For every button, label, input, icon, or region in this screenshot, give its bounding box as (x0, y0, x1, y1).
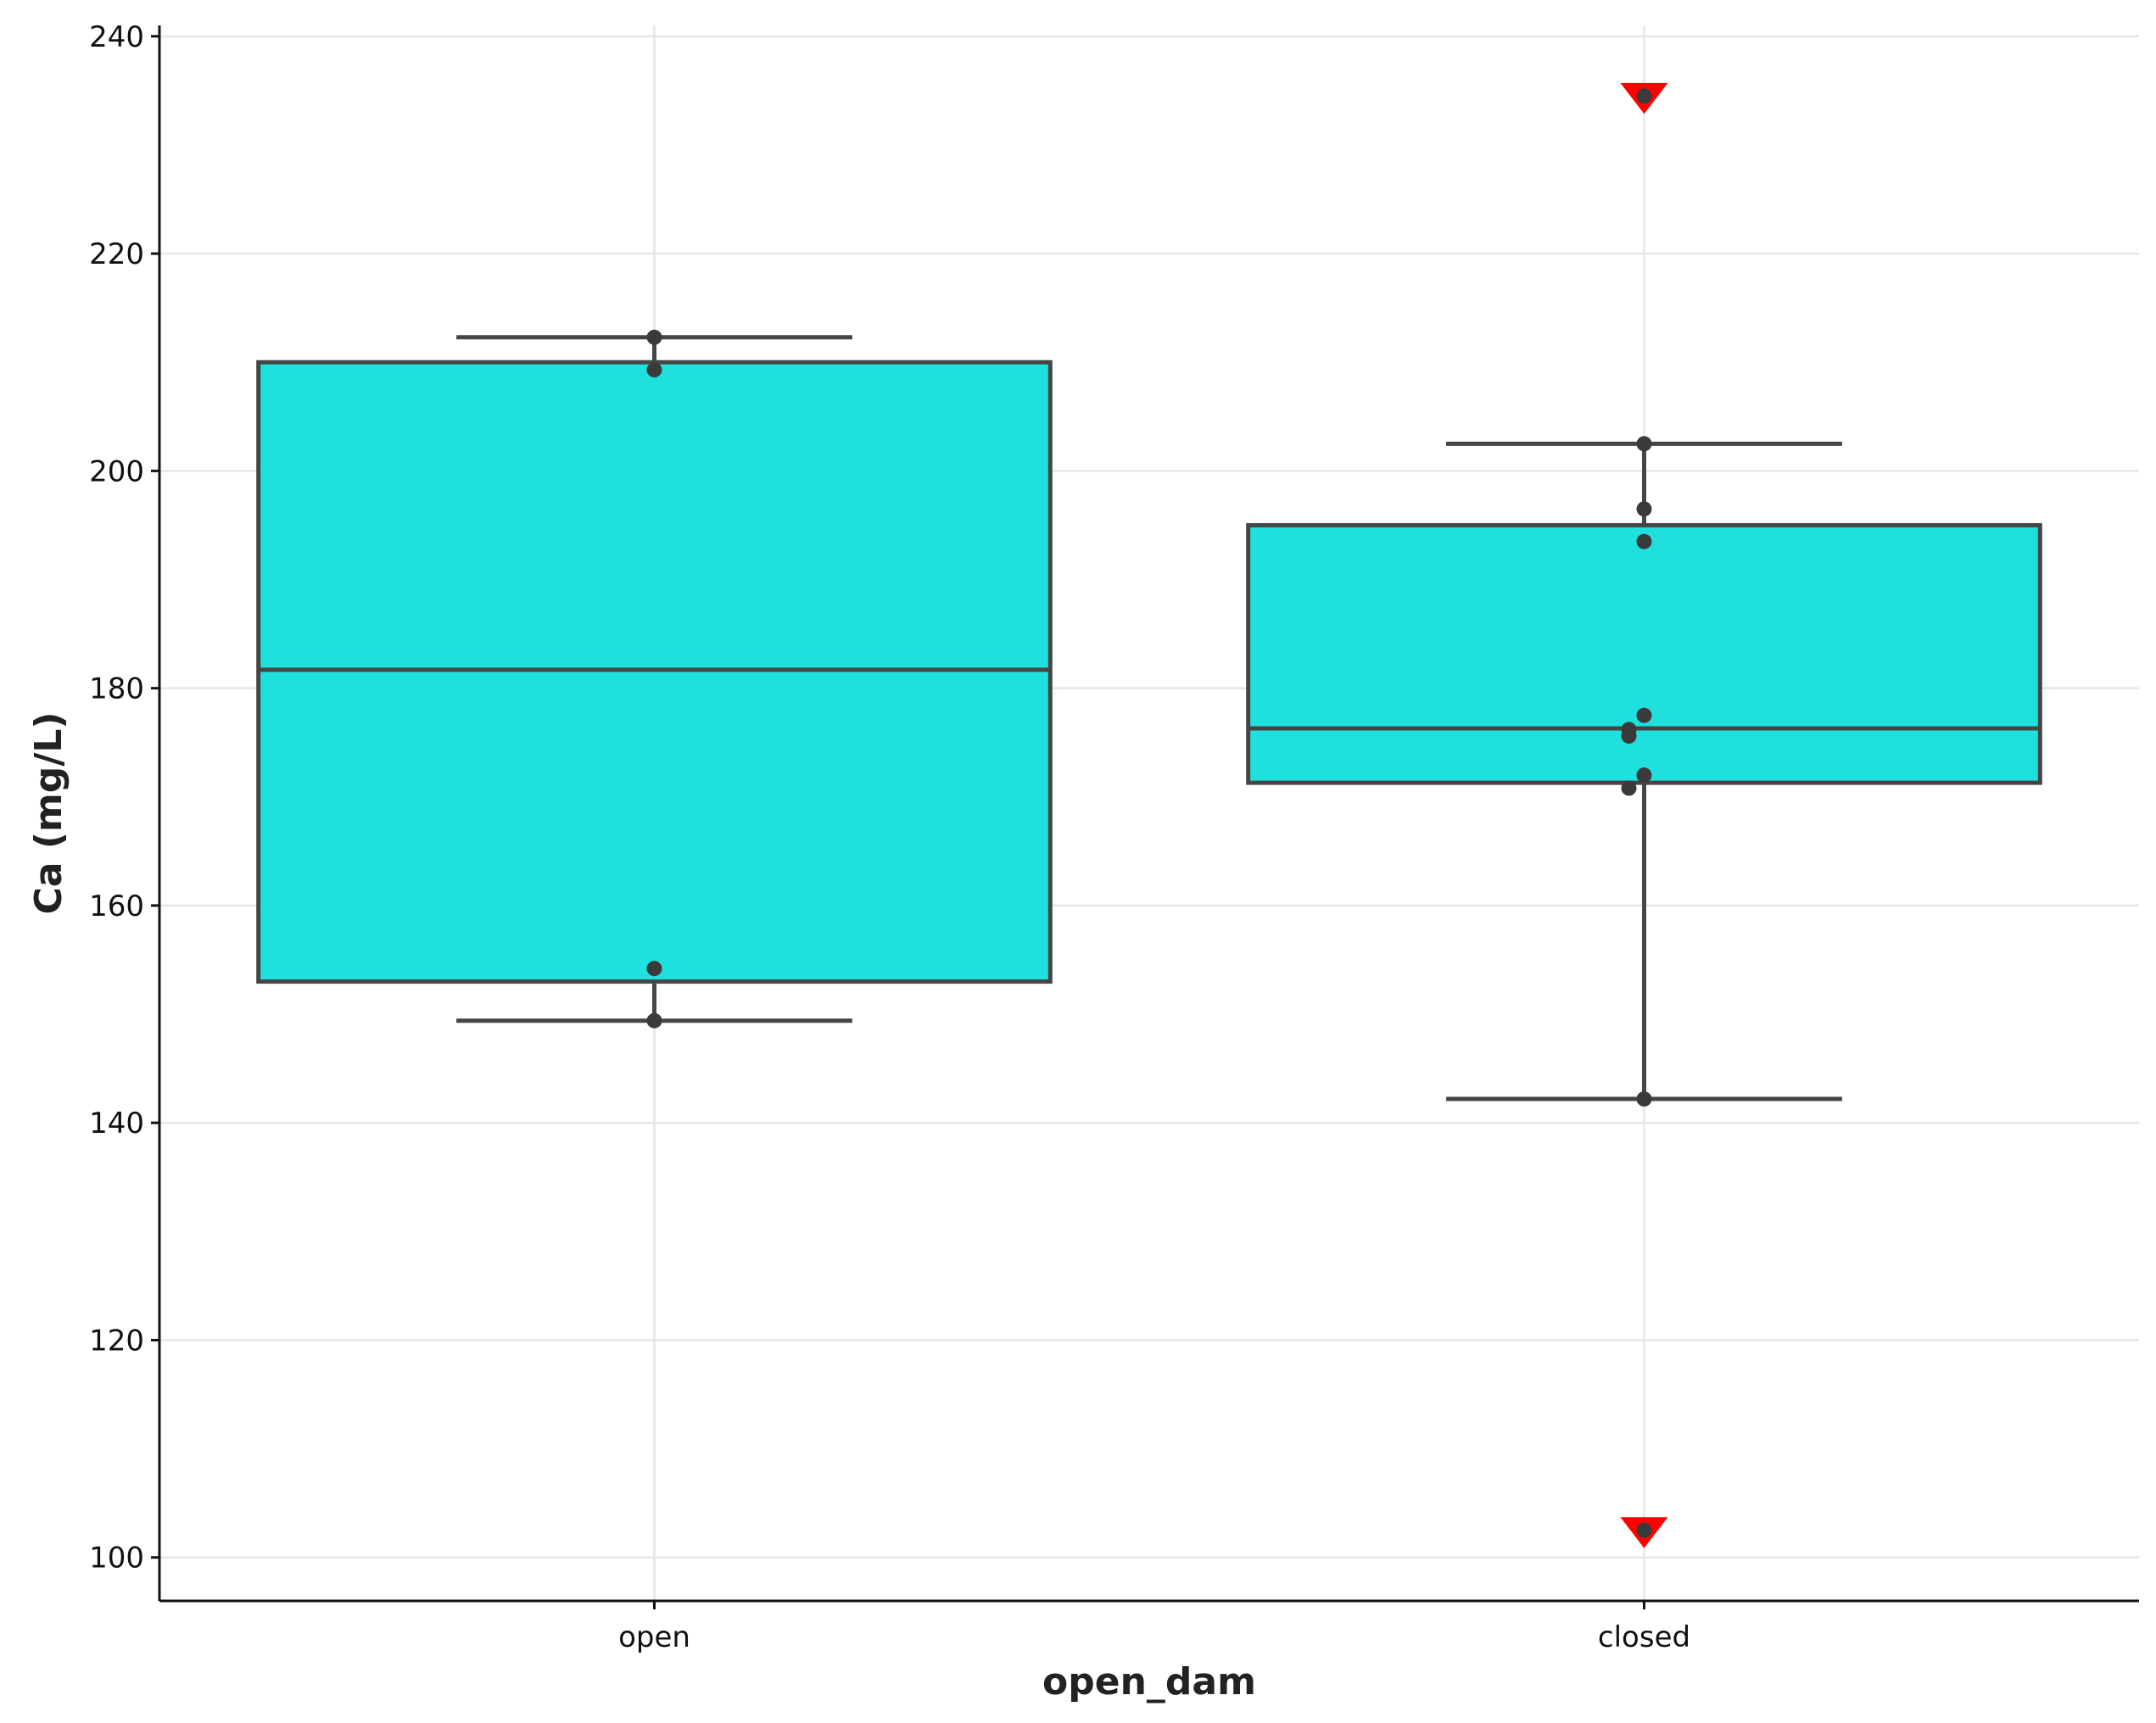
data-point (1621, 728, 1637, 744)
point-layer (646, 82, 1668, 1548)
y-tick-label: 140 (89, 1107, 144, 1140)
outlier-point (1636, 1522, 1652, 1538)
data-point (646, 362, 662, 378)
data-point (1636, 767, 1652, 783)
x-tick-label: closed (1598, 1620, 1690, 1654)
tick-layer: 100 120 140 160 180 200 220 240 open closed (89, 20, 1690, 1654)
data-point (646, 329, 662, 345)
data-point (1636, 436, 1652, 452)
y-tick-label: 220 (89, 237, 144, 271)
data-point (1621, 780, 1637, 796)
box-open (256, 360, 1053, 984)
box-layer (256, 335, 2042, 1101)
data-point (646, 1012, 662, 1029)
y-tick-label: 200 (89, 454, 144, 488)
x-tick-label: open (618, 1620, 690, 1654)
axis-layer (158, 25, 2139, 1603)
y-tick-label: 120 (89, 1324, 144, 1358)
y-axis-title: Ca (mg/L) (27, 712, 70, 915)
y-tick-label: 160 (89, 889, 144, 923)
x-axis-title: open_dam (1042, 1660, 1256, 1703)
data-point (1636, 501, 1652, 517)
data-point (1636, 1091, 1652, 1107)
y-tick-label: 240 (89, 20, 144, 54)
data-point (1636, 707, 1652, 723)
box-closed (1246, 522, 2042, 785)
y-tick-label: 100 (89, 1542, 144, 1575)
data-point (646, 961, 662, 977)
y-tick-label: 180 (89, 672, 144, 706)
outlier-point (1636, 88, 1652, 104)
data-point (1636, 533, 1652, 549)
